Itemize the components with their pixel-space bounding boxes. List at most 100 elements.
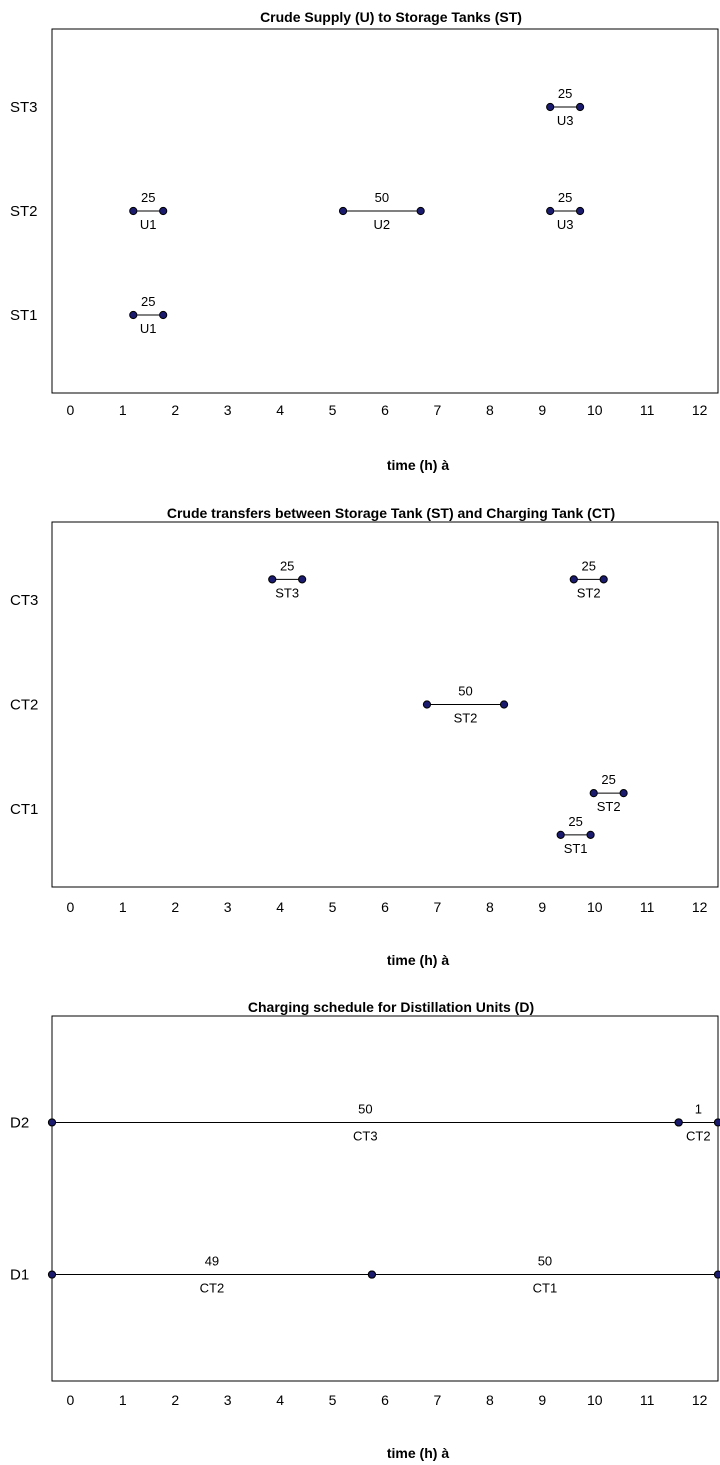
plot-frame-2 (51, 521, 719, 888)
segment-endpoint (674, 1118, 683, 1127)
x-tick-label: 6 (381, 899, 389, 915)
x-tick-label: 9 (538, 899, 546, 915)
x-tick-label: 9 (538, 402, 546, 418)
segment-endpoint (556, 830, 565, 839)
segment-endpoint (367, 1270, 376, 1279)
segment-endpoint (619, 789, 628, 798)
segment-source-label: ST1 (564, 841, 588, 856)
segment-value-label: 25 (601, 772, 615, 787)
segment-source-label: CT2 (686, 1128, 711, 1143)
x-tick-label: 6 (381, 1392, 389, 1408)
x-tick-label: 5 (329, 1392, 337, 1408)
x-tick-label: 2 (171, 1392, 179, 1408)
x-tick-label: 7 (434, 402, 442, 418)
segment-endpoint (589, 789, 598, 798)
y-category-label: D1 (10, 1267, 29, 1284)
segment-source-label: ST2 (577, 585, 601, 600)
x-tick-label: 0 (66, 899, 74, 915)
segment-value-label: 50 (358, 1101, 372, 1116)
y-category-label: ST3 (10, 99, 38, 116)
segment-source-label: CT2 (200, 1281, 225, 1296)
y-category-label: CT2 (10, 697, 38, 714)
x-tick-label: 4 (276, 402, 284, 418)
segment-value-label: 25 (558, 190, 572, 205)
segment-endpoint (159, 206, 168, 216)
segment-endpoint (546, 206, 555, 216)
y-category-label: D2 (10, 1114, 29, 1131)
x-tick-label: 10 (587, 402, 603, 418)
x-tick-label: 5 (329, 402, 337, 418)
segment-endpoint (47, 1270, 57, 1279)
segment-value-label: 50 (375, 190, 389, 205)
x-tick-label: 9 (538, 1392, 546, 1408)
x-tick-label: 4 (276, 899, 284, 915)
segment-endpoint (298, 575, 307, 584)
segment-value-label: 50 (458, 684, 472, 699)
y-category-label: ST1 (10, 307, 38, 324)
x-tick-label: 7 (434, 1392, 442, 1408)
segment-source-label: U1 (140, 321, 157, 336)
x-tick-label: 2 (171, 402, 179, 418)
segment-endpoint (338, 206, 348, 216)
segment-source-label: ST3 (275, 585, 299, 600)
segment-value-label: 25 (141, 190, 155, 205)
chart-title: Charging schedule for Distillation Units… (248, 999, 534, 1015)
segment-endpoint (499, 700, 509, 709)
x-tick-label: 2 (171, 899, 179, 915)
x-axis-label: time (h) à (387, 457, 449, 473)
x-tick-label: 10 (587, 1392, 603, 1408)
x-tick-label: 8 (486, 402, 494, 418)
x-tick-label: 8 (486, 899, 494, 915)
x-tick-label: 11 (640, 1392, 655, 1408)
plot-frame-3 (51, 1015, 719, 1382)
segment-value-label: 25 (280, 558, 294, 573)
segment-endpoint (546, 102, 555, 112)
segment-source-label: CT3 (353, 1128, 378, 1143)
segment-value-label: 50 (538, 1254, 552, 1269)
segment-source-label: U2 (374, 217, 391, 232)
x-tick-label: 1 (119, 899, 127, 915)
segment-endpoint (129, 310, 138, 320)
segment-source-label: ST2 (597, 799, 621, 814)
segment-source-label: U3 (557, 217, 574, 232)
segment-endpoint (129, 206, 138, 216)
segment-value-label: 25 (568, 814, 582, 829)
segment-endpoint (47, 1118, 57, 1127)
plot-frame-1 (51, 28, 719, 394)
x-tick-label: 0 (66, 1392, 74, 1408)
y-category-label: CT3 (10, 592, 38, 609)
segment-endpoint (713, 1270, 720, 1279)
segment-endpoint (159, 310, 168, 320)
x-tick-label: 1 (119, 1392, 127, 1408)
segment-source-label: CT1 (533, 1281, 558, 1296)
segment-endpoint (268, 575, 277, 584)
y-category-label: ST2 (10, 203, 38, 220)
segment-endpoint (586, 830, 595, 839)
segment-endpoint (575, 102, 585, 112)
segment-value-label: 25 (141, 294, 155, 309)
segment-endpoint (713, 1118, 720, 1127)
x-tick-label: 3 (224, 402, 232, 418)
chart-title: Crude transfers between Storage Tank (ST… (167, 505, 615, 521)
x-axis-label: time (h) à (387, 1445, 449, 1461)
segment-source-label: U1 (140, 217, 157, 232)
x-tick-label: 8 (486, 1392, 494, 1408)
segment-value-label: 25 (581, 558, 595, 573)
x-axis-label: time (h) à (387, 952, 449, 968)
segment-endpoint (416, 206, 425, 216)
x-tick-label: 12 (692, 402, 708, 418)
segment-value-label: 49 (205, 1254, 219, 1269)
x-tick-label: 10 (587, 899, 603, 915)
segment-source-label: ST2 (454, 711, 478, 726)
x-tick-label: 6 (381, 402, 389, 418)
x-tick-label: 12 (692, 1392, 708, 1408)
x-tick-label: 0 (66, 402, 74, 418)
segment-endpoint (599, 575, 608, 584)
segment-source-label: U3 (557, 113, 574, 128)
x-tick-label: 3 (224, 1392, 232, 1408)
segment-endpoint (575, 206, 585, 216)
chart-title: Crude Supply (U) to Storage Tanks (ST) (260, 9, 522, 25)
x-tick-label: 11 (640, 899, 655, 915)
y-category-label: CT1 (10, 801, 38, 818)
